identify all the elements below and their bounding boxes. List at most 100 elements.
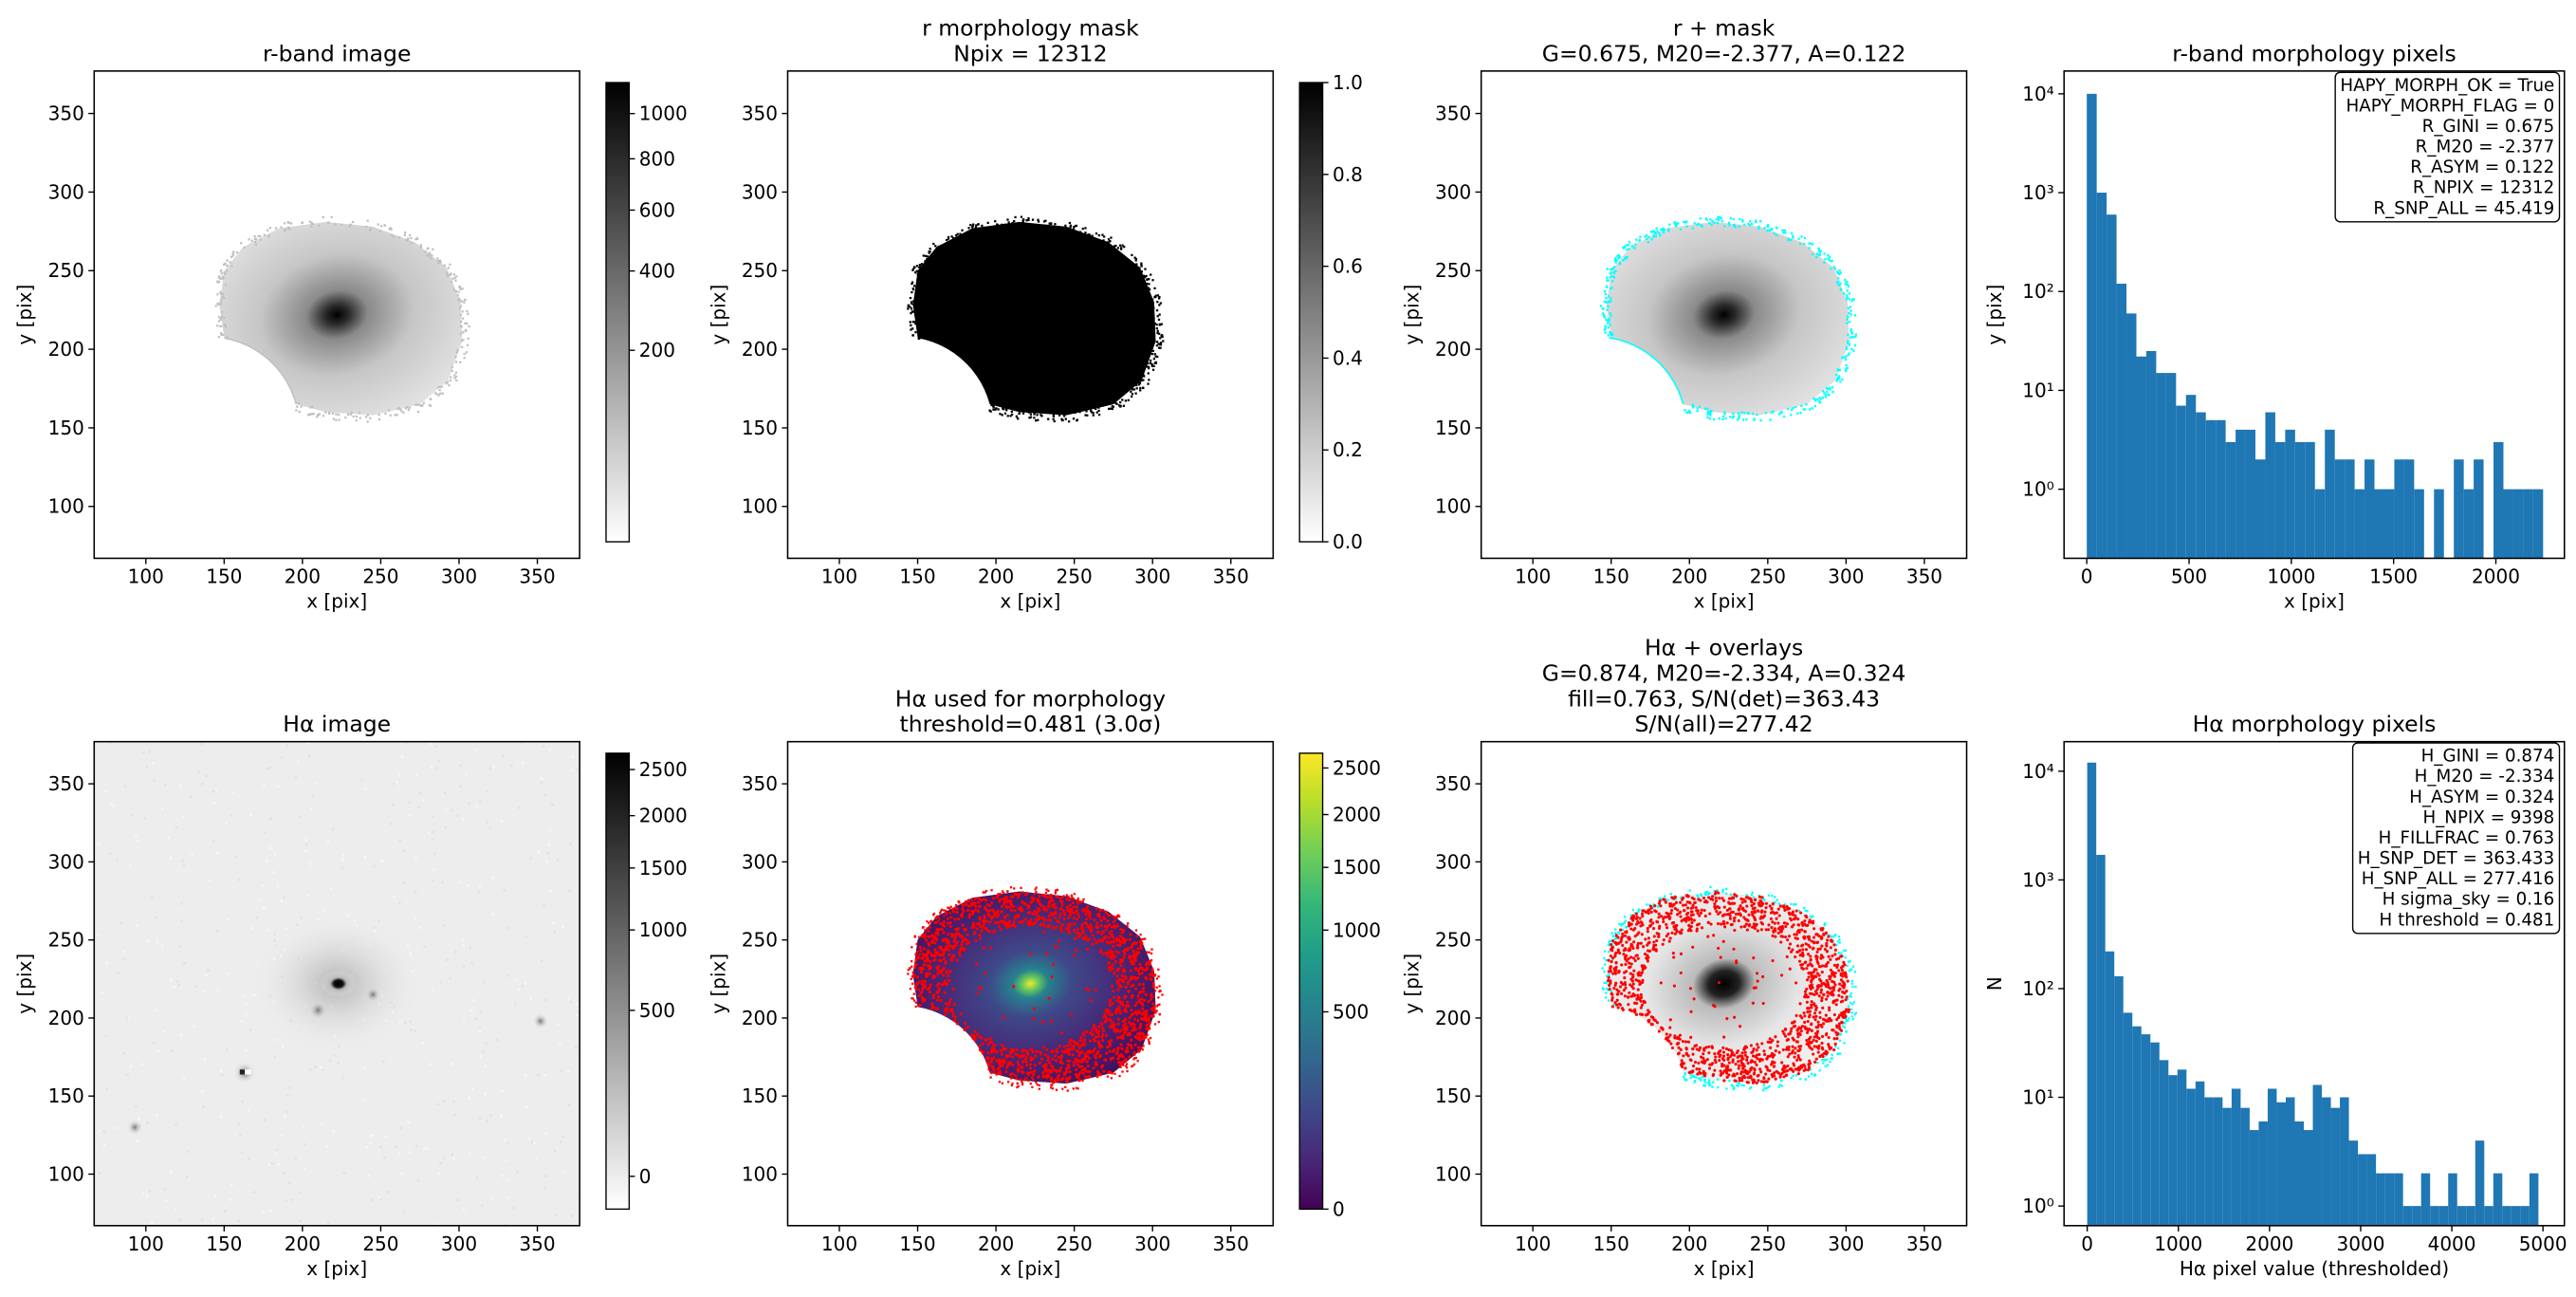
mask-edge-pixel xyxy=(914,960,917,963)
mask-edge-pixel xyxy=(1614,269,1617,272)
sky-noise xyxy=(280,756,284,760)
mask-edge-pixel xyxy=(1609,939,1612,942)
overlay-pixel xyxy=(1047,900,1052,904)
sky-noise xyxy=(435,767,439,769)
mask-edge-pixel xyxy=(1850,1011,1853,1014)
sky-noise xyxy=(485,789,488,792)
overlay-pixel xyxy=(1116,988,1120,992)
overlay-pixel xyxy=(921,988,925,991)
mask-edge-pixel xyxy=(1092,414,1095,417)
sky-noise xyxy=(326,840,330,843)
mask-edge-pixel xyxy=(1081,1079,1084,1083)
mask-edge-pixel xyxy=(1095,407,1097,411)
overlay-pixel xyxy=(1081,1071,1085,1075)
mask-edge-pixel xyxy=(1115,916,1118,918)
overlay-pixel xyxy=(1074,1057,1077,1061)
sky-noise xyxy=(439,1161,442,1165)
mask-edge-pixel xyxy=(455,351,458,354)
mask-edge-pixel xyxy=(1141,1048,1144,1051)
sky-noise xyxy=(474,1017,478,1021)
x-tick-label: 200 xyxy=(978,1232,1014,1255)
overlay-pixel xyxy=(1050,1019,1054,1023)
overlay-pixel xyxy=(1629,977,1633,981)
mask-edge-pixel xyxy=(914,331,917,334)
mask-edge-pixel xyxy=(1803,236,1807,240)
overlay-pixel xyxy=(1734,1063,1738,1066)
overlay-pixel xyxy=(1764,1072,1768,1076)
overlay-pixel xyxy=(1105,924,1109,928)
overlay-pixel xyxy=(1126,1049,1130,1053)
overlay-pixel xyxy=(1616,1006,1620,1010)
y-tick-label: 100 xyxy=(1435,495,1471,518)
overlay-pixel xyxy=(1819,988,1824,991)
overlay-pixel xyxy=(1771,902,1775,906)
sky-noise xyxy=(468,1096,471,1100)
overlay-pixel xyxy=(1087,914,1091,917)
sky-noise xyxy=(154,1009,157,1012)
overlay-pixel xyxy=(1095,1052,1099,1056)
mask-edge-pixel xyxy=(1777,1085,1780,1088)
mask-edge-pixel xyxy=(1055,895,1058,898)
mask-edge-pixel xyxy=(963,232,966,236)
x-axis-label: x [pix] xyxy=(306,590,367,613)
mask-edge-pixel xyxy=(1054,223,1057,226)
overlay-pixel xyxy=(1755,1081,1758,1084)
mask-edge-pixel xyxy=(911,302,913,306)
mask-edge-pixel xyxy=(1604,963,1607,966)
image xyxy=(214,215,470,423)
overlay-pixel xyxy=(1728,897,1732,900)
overlay-pixel xyxy=(1815,1029,1820,1033)
overlay-pixel xyxy=(1106,954,1110,958)
overlay-pixel xyxy=(928,950,931,954)
mask-edge-pixel xyxy=(913,966,916,970)
overlay-pixel xyxy=(937,990,941,993)
mask-edge-pixel xyxy=(285,228,287,232)
overlay-pixel xyxy=(1826,960,1830,965)
mask-edge-pixel xyxy=(1009,886,1013,889)
overlay-pixel xyxy=(1147,1000,1150,1004)
mask-edge-pixel xyxy=(1780,1079,1783,1082)
mask-edge-pixel xyxy=(1846,322,1849,324)
sky-noise xyxy=(313,1065,317,1068)
overlay-pixel xyxy=(1076,927,1079,931)
sky-noise xyxy=(104,1034,107,1038)
overlay-pixel xyxy=(984,1038,988,1042)
overlay-pixel xyxy=(921,999,925,1003)
mask-edge-pixel xyxy=(455,379,458,382)
overlay-pixel xyxy=(1841,990,1845,994)
overlay-pixel xyxy=(1050,1050,1054,1054)
mask-edge-pixel xyxy=(1610,932,1613,935)
x-tick-label: 100 xyxy=(128,565,164,588)
mask-edge-pixel xyxy=(1747,222,1750,226)
overlay-pixel xyxy=(1042,930,1046,934)
mask-edge-pixel xyxy=(1776,899,1778,901)
overlay-pixel xyxy=(1102,1029,1106,1033)
mask-edge-pixel xyxy=(1800,235,1803,238)
overlay-pixel xyxy=(1031,912,1035,916)
mask-edge-pixel xyxy=(926,927,929,930)
overlay-pixel xyxy=(1023,901,1027,905)
mask-edge-pixel xyxy=(1782,232,1785,234)
bar xyxy=(2216,419,2226,559)
overlay-pixel xyxy=(1072,1064,1076,1067)
sky-noise xyxy=(240,1020,244,1023)
sky-noise xyxy=(242,993,245,997)
mask-edge-pixel xyxy=(982,891,985,894)
colorbar-tick-label: 2000 xyxy=(639,805,688,827)
panel-title: Npix = 12312 xyxy=(953,40,1107,66)
mask-edge-pixel xyxy=(1700,224,1702,227)
overlay-pixel xyxy=(1053,1054,1058,1058)
overlay-pixel xyxy=(1609,965,1612,969)
mask-edge-pixel xyxy=(1037,418,1040,421)
mask-edge-pixel xyxy=(912,300,915,303)
overlay-pixel xyxy=(1115,943,1119,947)
mask-edge-pixel xyxy=(918,266,921,269)
overlay-pixel xyxy=(953,936,957,940)
mask-edge-pixel xyxy=(1700,1079,1702,1082)
mask-edge-pixel xyxy=(1838,938,1841,941)
y-tick-label: 350 xyxy=(48,772,84,795)
mask-edge-pixel xyxy=(1775,226,1778,229)
mask-edge-pixel xyxy=(1101,233,1104,236)
overlay-pixel xyxy=(1776,1071,1780,1075)
sky-noise xyxy=(456,814,460,817)
